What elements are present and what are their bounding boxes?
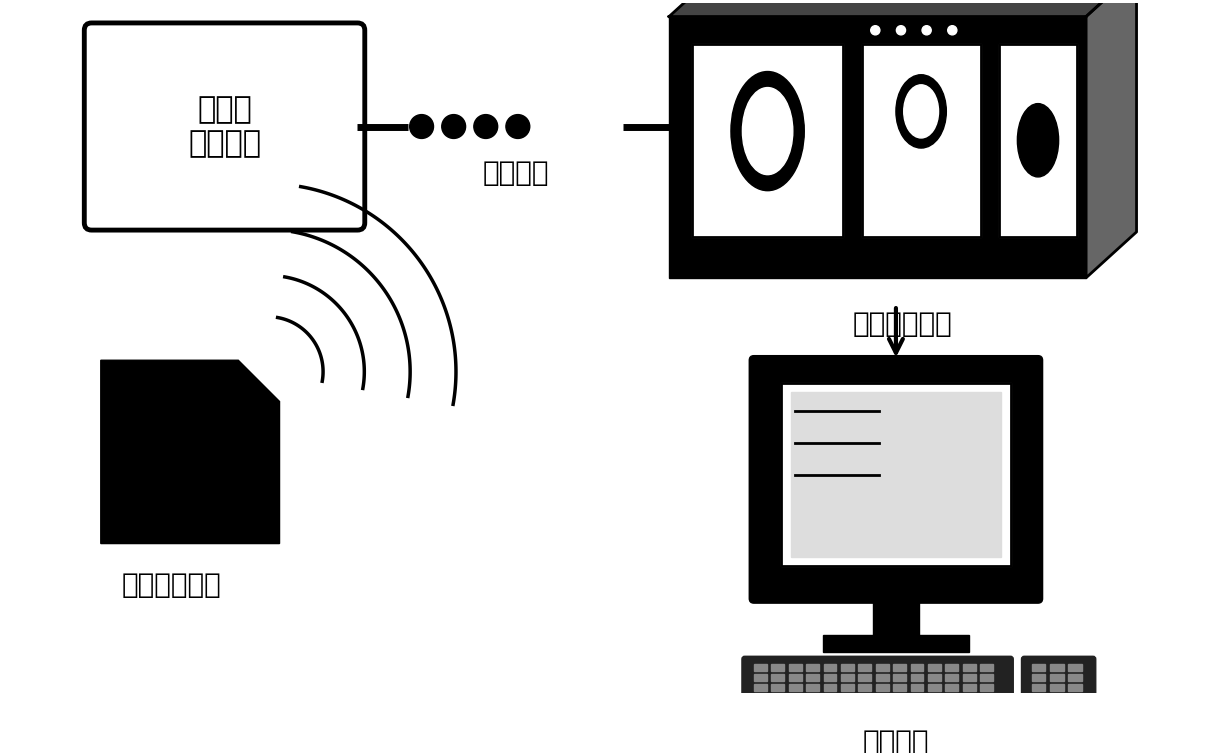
Bar: [754, 663, 767, 671]
Bar: [1068, 684, 1082, 691]
Bar: [859, 684, 871, 691]
Bar: [754, 674, 767, 681]
Bar: [806, 674, 819, 681]
Bar: [790, 392, 1001, 557]
Bar: [980, 684, 993, 691]
Bar: [946, 663, 958, 671]
Bar: [824, 684, 836, 691]
FancyBboxPatch shape: [749, 355, 1043, 603]
Bar: [893, 674, 906, 681]
Bar: [928, 674, 941, 681]
Circle shape: [442, 114, 465, 139]
Bar: [893, 663, 906, 671]
Ellipse shape: [743, 87, 792, 175]
Circle shape: [474, 114, 498, 139]
Bar: [782, 383, 1011, 566]
Text: 多探头
探测装置: 多探头 探测装置: [188, 95, 261, 158]
Bar: [692, 44, 843, 236]
Bar: [999, 44, 1078, 236]
Bar: [824, 674, 836, 681]
Text: 数据采集模块: 数据采集模块: [853, 309, 953, 338]
Text: 位矢计算: 位矢计算: [863, 728, 929, 753]
Bar: [893, 684, 906, 691]
Bar: [911, 674, 923, 681]
Bar: [928, 684, 941, 691]
Bar: [859, 663, 871, 671]
Bar: [876, 663, 889, 671]
Bar: [669, 17, 1086, 278]
Bar: [782, 383, 1011, 566]
Bar: [841, 674, 854, 681]
FancyBboxPatch shape: [85, 23, 365, 230]
Circle shape: [506, 114, 530, 139]
Polygon shape: [873, 599, 919, 636]
Circle shape: [410, 114, 434, 139]
Circle shape: [948, 26, 957, 35]
Bar: [1050, 684, 1064, 691]
Bar: [823, 636, 969, 651]
Text: 磁性示踪石头: 磁性示踪石头: [122, 571, 222, 599]
Ellipse shape: [731, 72, 805, 191]
Bar: [928, 663, 941, 671]
Circle shape: [896, 26, 906, 35]
Bar: [1050, 674, 1064, 681]
Bar: [946, 674, 958, 681]
Bar: [1068, 663, 1082, 671]
Bar: [771, 684, 784, 691]
Bar: [861, 44, 981, 236]
Bar: [1068, 674, 1082, 681]
Bar: [771, 663, 784, 671]
Bar: [980, 663, 993, 671]
Bar: [861, 44, 981, 236]
FancyBboxPatch shape: [742, 657, 1014, 699]
Ellipse shape: [904, 85, 939, 138]
Bar: [1050, 663, 1064, 671]
Bar: [1032, 684, 1045, 691]
Bar: [841, 663, 854, 671]
Bar: [963, 684, 976, 691]
Bar: [824, 663, 836, 671]
Ellipse shape: [1017, 104, 1058, 177]
Bar: [911, 684, 923, 691]
Bar: [980, 674, 993, 681]
Bar: [692, 44, 843, 236]
Circle shape: [871, 26, 879, 35]
Bar: [754, 684, 767, 691]
Bar: [789, 674, 802, 681]
Bar: [876, 674, 889, 681]
Circle shape: [922, 26, 931, 35]
Bar: [771, 674, 784, 681]
Bar: [806, 663, 819, 671]
Bar: [806, 684, 819, 691]
Bar: [963, 674, 976, 681]
Bar: [859, 674, 871, 681]
Bar: [999, 44, 1078, 236]
FancyBboxPatch shape: [1022, 657, 1096, 699]
Polygon shape: [1086, 0, 1137, 278]
Bar: [789, 684, 802, 691]
Polygon shape: [669, 0, 1137, 17]
Bar: [1032, 674, 1045, 681]
Bar: [876, 684, 889, 691]
Bar: [963, 663, 976, 671]
Ellipse shape: [896, 75, 946, 148]
Bar: [1032, 663, 1045, 671]
Bar: [946, 684, 958, 691]
Bar: [911, 663, 923, 671]
Text: 探头电缆: 探头电缆: [482, 159, 548, 187]
Bar: [841, 684, 854, 691]
Polygon shape: [100, 360, 279, 544]
Bar: [789, 663, 802, 671]
